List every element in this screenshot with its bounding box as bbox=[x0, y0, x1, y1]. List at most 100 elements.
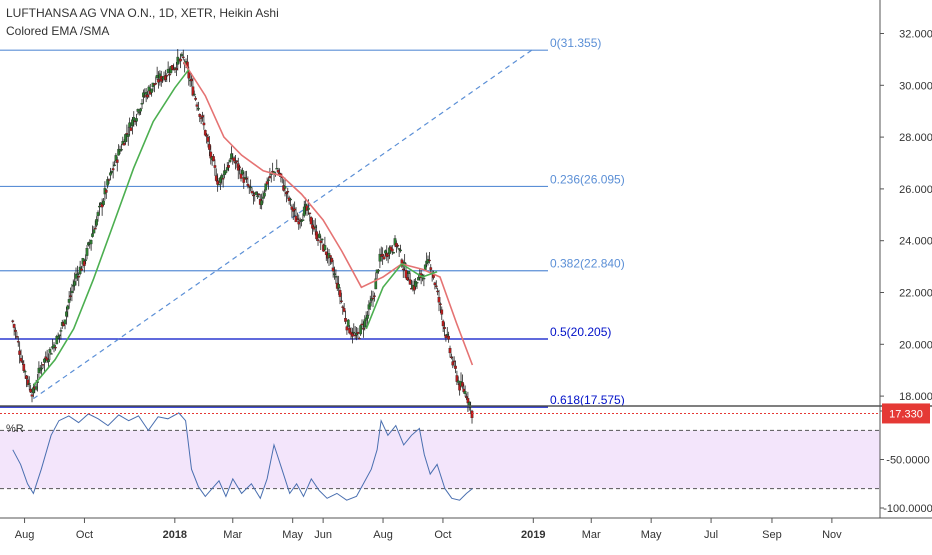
candle-body bbox=[150, 88, 153, 93]
candle-body bbox=[93, 227, 97, 230]
candle-body bbox=[399, 249, 402, 252]
candle-body bbox=[301, 219, 305, 221]
candle-body bbox=[296, 218, 299, 220]
price-tick-label: 30.000 bbox=[899, 80, 932, 92]
candle-body bbox=[454, 365, 457, 369]
candle-body bbox=[239, 173, 243, 179]
candle-body bbox=[465, 396, 468, 399]
candle-body bbox=[107, 179, 111, 181]
candle-body bbox=[352, 331, 356, 334]
candle-body bbox=[21, 361, 24, 363]
candle-body bbox=[139, 108, 142, 112]
candle-body bbox=[82, 261, 86, 267]
candle-body bbox=[342, 308, 346, 312]
candle-body bbox=[124, 134, 127, 143]
candle-body bbox=[214, 175, 218, 181]
candle-body bbox=[131, 119, 134, 126]
candle-body bbox=[69, 295, 72, 297]
candle-body bbox=[232, 157, 236, 162]
candle-body bbox=[429, 267, 433, 270]
candle-body bbox=[331, 267, 335, 272]
candle-body bbox=[113, 164, 116, 167]
fib-level-label: 0.236(26.095) bbox=[550, 172, 625, 186]
candle-body bbox=[56, 336, 60, 339]
candle-body bbox=[201, 115, 204, 118]
candle-body bbox=[168, 74, 171, 76]
candle-body bbox=[401, 268, 405, 271]
candle-body bbox=[23, 370, 27, 373]
candle-body bbox=[414, 281, 417, 287]
candle-body bbox=[276, 169, 280, 173]
candle-body bbox=[456, 380, 460, 383]
candle-body bbox=[257, 193, 261, 196]
candle-body bbox=[264, 183, 268, 191]
candle-body bbox=[357, 338, 361, 340]
candle-body bbox=[120, 149, 123, 151]
candle-body bbox=[451, 361, 455, 366]
candle-body bbox=[397, 248, 401, 250]
candle-body bbox=[30, 394, 34, 397]
candle-body bbox=[434, 285, 438, 288]
candle-body bbox=[249, 186, 252, 189]
candle-body bbox=[245, 178, 248, 180]
candle-body bbox=[217, 183, 221, 186]
candle-body bbox=[374, 278, 378, 290]
candle-body bbox=[228, 159, 232, 162]
candle-body bbox=[192, 93, 196, 96]
candle-body bbox=[208, 144, 211, 150]
candle-body bbox=[324, 251, 328, 255]
candle-body bbox=[437, 297, 441, 303]
candle-body bbox=[54, 346, 57, 349]
candle-body bbox=[125, 133, 129, 135]
time-tick-label: Mar bbox=[223, 529, 242, 541]
candle-body bbox=[377, 269, 380, 272]
candle-body bbox=[140, 103, 144, 105]
candle-body bbox=[309, 217, 313, 225]
candle-body bbox=[382, 256, 386, 260]
candle-body bbox=[256, 195, 259, 197]
candle-body bbox=[203, 130, 207, 136]
candle-body bbox=[338, 290, 342, 297]
candle-body bbox=[11, 320, 15, 322]
ema-line bbox=[183, 61, 474, 366]
candle-body bbox=[98, 205, 101, 208]
candle-body bbox=[180, 54, 184, 56]
candle-body bbox=[136, 109, 140, 112]
candle-body bbox=[293, 208, 296, 211]
candle-body bbox=[132, 117, 136, 121]
candle-body bbox=[285, 192, 288, 195]
candle-body bbox=[92, 229, 96, 234]
axes-layer: 32.000 30.000 28.000 26.000 24.000 22.000 20.0… bbox=[0, 0, 932, 541]
candle-body bbox=[135, 118, 138, 122]
candle-body bbox=[59, 330, 63, 332]
candle-body bbox=[289, 198, 292, 201]
candle-body bbox=[213, 165, 217, 168]
candle-body bbox=[263, 192, 266, 197]
candle-body bbox=[65, 311, 68, 317]
candle-body bbox=[433, 282, 437, 286]
candle-body bbox=[25, 375, 28, 379]
oscillator-label: %R bbox=[6, 423, 24, 435]
candle-body bbox=[179, 58, 182, 62]
candle-body bbox=[463, 391, 467, 394]
candle-body bbox=[448, 347, 452, 354]
candle-body bbox=[144, 92, 148, 95]
candle-body bbox=[384, 250, 387, 254]
candle-body bbox=[63, 319, 67, 324]
candle-body bbox=[447, 335, 450, 340]
candle-body bbox=[307, 207, 310, 210]
candle-body bbox=[246, 183, 250, 186]
candle-body bbox=[147, 86, 151, 92]
candle-body bbox=[48, 349, 52, 353]
candle-body bbox=[40, 367, 43, 370]
candle-body bbox=[415, 282, 419, 284]
candle-body bbox=[441, 320, 445, 327]
candle-body bbox=[392, 252, 395, 254]
candle-body bbox=[195, 104, 199, 107]
candle-body bbox=[165, 75, 169, 77]
time-tick-label: May bbox=[282, 529, 303, 541]
candle-body bbox=[80, 268, 83, 271]
time-tick-label: Sep bbox=[762, 529, 782, 541]
candle-body bbox=[470, 410, 474, 419]
candle-body bbox=[234, 162, 237, 164]
